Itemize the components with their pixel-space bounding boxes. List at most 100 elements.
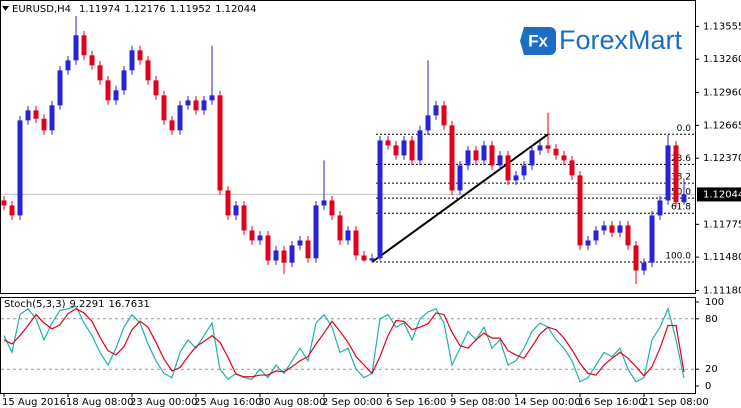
candle-body bbox=[433, 105, 439, 116]
current-price-label: 1.12044 bbox=[703, 189, 741, 200]
candle-body bbox=[265, 235, 271, 261]
fib-label: 38.2 bbox=[671, 173, 691, 183]
y-tick-label: 1.11180 bbox=[703, 285, 741, 296]
candle-body bbox=[681, 194, 687, 203]
header-low: 1.11952 bbox=[170, 4, 211, 15]
candle-body bbox=[617, 225, 623, 233]
header-arrow bbox=[2, 6, 9, 11]
candle-body bbox=[121, 70, 127, 91]
candle-body bbox=[425, 115, 431, 131]
x-tick-label: 21 Sep 08:00 bbox=[642, 397, 709, 408]
candle-body bbox=[65, 60, 71, 71]
fib-label: 0.0 bbox=[677, 124, 692, 134]
candle-body bbox=[177, 105, 183, 131]
chart-header: EURUSD,H4 1.11974 1.12176 1.11952 1.12044 bbox=[12, 4, 256, 15]
candle-body bbox=[113, 90, 119, 101]
candle-body bbox=[673, 145, 679, 203]
x-tick-label: 9 Sep 08:00 bbox=[450, 397, 510, 408]
header-close: 1.12044 bbox=[215, 4, 256, 15]
candle-body bbox=[41, 118, 47, 131]
candle-body bbox=[417, 130, 423, 161]
candle-body bbox=[305, 240, 311, 259]
candle-body bbox=[609, 225, 615, 233]
candle-body bbox=[521, 165, 527, 176]
candle-body bbox=[361, 255, 367, 261]
candle-body bbox=[17, 120, 23, 216]
x-tick-label: 30 Aug 08:00 bbox=[258, 397, 325, 408]
stoch-line bbox=[3, 305, 685, 383]
candle-body bbox=[249, 230, 255, 241]
candle-body bbox=[577, 175, 583, 246]
stoch-line bbox=[3, 308, 685, 378]
candle-body bbox=[641, 262, 647, 271]
candle-body bbox=[593, 230, 599, 241]
candle-body bbox=[409, 140, 415, 161]
candle-body bbox=[369, 258, 375, 261]
candle-body bbox=[297, 240, 303, 246]
y-tick-label: 1.11775 bbox=[703, 219, 741, 230]
x-tick-label: 23 Aug 00:00 bbox=[130, 397, 197, 408]
candle-body bbox=[137, 50, 143, 61]
x-tick-label: 15 Aug 2016 bbox=[2, 397, 66, 408]
y-tick-label: 1.12960 bbox=[703, 88, 741, 99]
stoch-name: Stoch(5,3,3) bbox=[4, 299, 66, 310]
fib-label: 61.8 bbox=[671, 203, 691, 213]
candle-body bbox=[9, 205, 15, 216]
stoch-tick-label: 100 bbox=[705, 297, 724, 308]
current-price-box bbox=[697, 187, 741, 202]
candle-body bbox=[337, 215, 343, 241]
candle-body bbox=[145, 60, 151, 81]
header-open: 1.11974 bbox=[79, 4, 120, 15]
fib-label: 23.6 bbox=[671, 154, 691, 164]
candle-body bbox=[161, 95, 167, 121]
candle-body bbox=[25, 110, 31, 121]
logo: Fx ForexMart bbox=[520, 25, 683, 55]
candle-body bbox=[665, 145, 671, 201]
candle-body bbox=[233, 205, 239, 216]
candle-body bbox=[73, 35, 79, 61]
candle-body bbox=[529, 150, 535, 166]
logo-mark: Fx bbox=[528, 31, 548, 50]
candle-body bbox=[561, 155, 567, 161]
candle-body bbox=[513, 175, 519, 181]
candle-body bbox=[497, 155, 503, 166]
stoch-tick-label: 80 bbox=[705, 314, 718, 325]
candle-body bbox=[105, 80, 111, 101]
candle-body bbox=[153, 80, 159, 96]
candle-body bbox=[569, 160, 575, 176]
candle-body bbox=[385, 140, 391, 146]
candle-body bbox=[257, 235, 263, 241]
stoch-tick-label: 20 bbox=[705, 364, 718, 375]
candle-body bbox=[393, 145, 399, 156]
candle-body bbox=[345, 230, 351, 241]
stoch-value: 9.2291 bbox=[69, 299, 104, 310]
x-tick-label: 2 Sep 00:00 bbox=[322, 397, 382, 408]
candle-body bbox=[57, 70, 63, 106]
candle-body bbox=[289, 245, 295, 263]
candle-body bbox=[449, 125, 455, 191]
candle-body bbox=[545, 145, 551, 149]
candle-body bbox=[457, 165, 463, 191]
candle-body bbox=[225, 190, 231, 216]
candle-body bbox=[217, 95, 223, 191]
x-tick-label: 16 Sep 16:00 bbox=[578, 397, 645, 408]
candle-body bbox=[169, 120, 175, 131]
fib-label: 50.0 bbox=[671, 188, 691, 198]
y-tick-label: 1.13260 bbox=[703, 54, 741, 65]
candle-body bbox=[1, 200, 7, 206]
candle-body bbox=[505, 155, 511, 181]
candle-body bbox=[601, 225, 607, 231]
candle-body bbox=[649, 215, 655, 263]
candle-body bbox=[657, 200, 663, 216]
x-tick-label: 18 Aug 08:00 bbox=[66, 397, 133, 408]
candle-body bbox=[553, 148, 559, 156]
candle-body bbox=[321, 200, 327, 206]
candle-body bbox=[441, 105, 447, 126]
candle-body bbox=[489, 145, 495, 166]
fib-label: 100.0 bbox=[665, 252, 691, 262]
candle-body bbox=[49, 105, 55, 131]
candle-body bbox=[473, 150, 479, 161]
